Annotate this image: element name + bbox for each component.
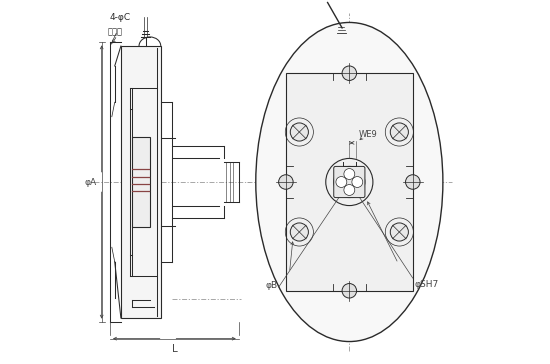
Text: L: L: [172, 344, 177, 354]
Circle shape: [344, 185, 355, 195]
Circle shape: [279, 175, 293, 189]
FancyBboxPatch shape: [334, 166, 365, 198]
Ellipse shape: [256, 23, 443, 341]
Text: WE9: WE9: [359, 130, 377, 139]
Bar: [121, 46, 161, 318]
Text: φB: φB: [266, 281, 278, 290]
Circle shape: [390, 223, 409, 241]
Bar: [132, 136, 150, 228]
Text: φA: φA: [85, 178, 97, 186]
Circle shape: [344, 169, 355, 179]
Bar: [286, 73, 413, 291]
Text: φSH7: φSH7: [415, 280, 439, 289]
Circle shape: [290, 223, 309, 241]
Circle shape: [390, 123, 409, 141]
Circle shape: [405, 175, 420, 189]
Circle shape: [342, 284, 356, 298]
Text: 取付穴: 取付穴: [107, 27, 123, 36]
Circle shape: [352, 177, 363, 187]
Text: 4-φC: 4-φC: [110, 12, 131, 21]
Circle shape: [342, 66, 356, 80]
Circle shape: [336, 177, 347, 187]
Circle shape: [290, 123, 309, 141]
